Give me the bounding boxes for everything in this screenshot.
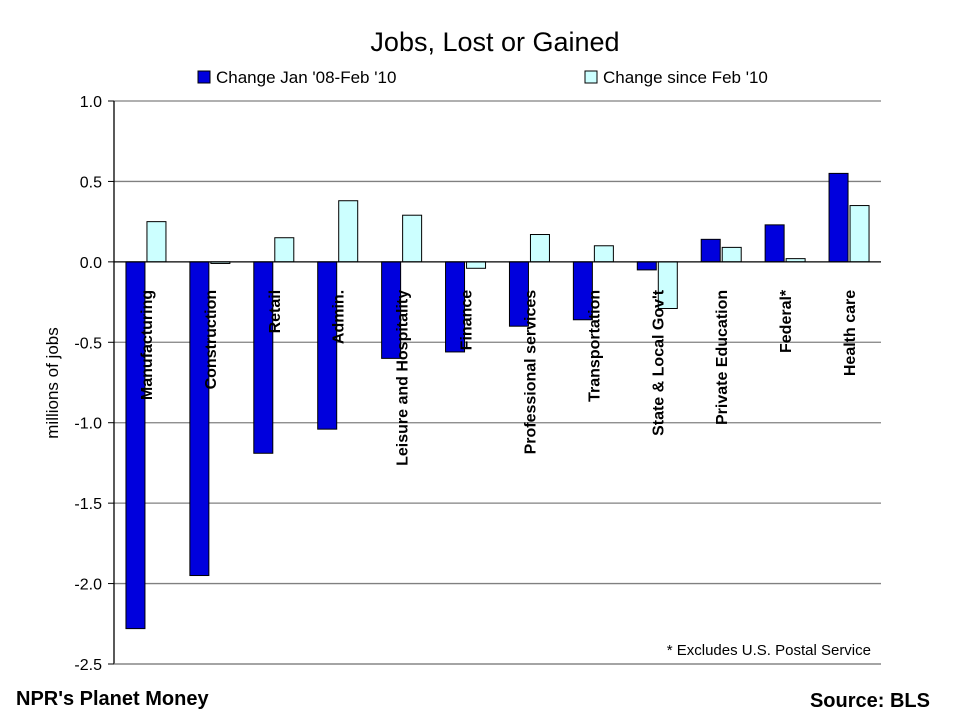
- bar-change-since-2010: [466, 261, 487, 269]
- y-tick-label: 1.0: [80, 94, 102, 111]
- category-label: State & Local Gov't: [650, 289, 667, 436]
- category-label: Admin.: [331, 290, 348, 344]
- bar-change-since-2010: [338, 200, 359, 263]
- category-label: Federal*: [778, 289, 795, 353]
- y-axis-label: millions of jobs: [43, 327, 62, 439]
- legend-label: Change Jan '08-Feb '10: [216, 68, 396, 87]
- category-label: Manufacturing: [139, 290, 156, 400]
- bar-change-2008-2010: [317, 261, 338, 430]
- footer-credit: NPR's Planet Money: [16, 688, 209, 710]
- bar-change-since-2010: [593, 245, 614, 263]
- category-label: Professional services: [522, 290, 539, 455]
- bar-change-2008-2010: [764, 224, 785, 263]
- legend-swatch: [584, 70, 598, 84]
- category-label: Private Education: [714, 290, 731, 425]
- category-label: Construction: [203, 290, 220, 390]
- bar-change-since-2010: [529, 234, 550, 263]
- category-label: Health care: [842, 290, 859, 376]
- legend-swatch: [197, 70, 211, 84]
- bar-change-since-2010: [849, 205, 870, 263]
- y-tick-label: -1.5: [74, 496, 102, 513]
- y-tick-label: 0.5: [80, 174, 102, 191]
- bar-change-since-2010: [274, 237, 295, 263]
- category-label: Transportation: [586, 290, 603, 402]
- legend-label: Change since Feb '10: [603, 68, 768, 87]
- y-tick-label: -2.5: [74, 657, 102, 674]
- footnote-annotation: * Excludes U.S. Postal Service: [667, 642, 871, 659]
- category-labels: Manufacturing Construction Retail Admin. Lei…: [139, 289, 859, 466]
- y-tick-label: -2.0: [74, 577, 102, 594]
- chart-legend: Change Jan '08-Feb '10 Change since Feb '…: [197, 68, 768, 87]
- y-tick-label: -0.5: [74, 335, 102, 352]
- grid-lines: [114, 100, 881, 665]
- axes: 1.0 0.5 0.0 -0.5 -1.0 -1.5 -2.0 -2.5: [74, 94, 881, 674]
- category-label: Leisure and Hospitality: [395, 290, 412, 466]
- bar-change-2008-2010: [828, 172, 849, 263]
- bar-change-since-2010: [721, 246, 742, 263]
- chart-title: Jobs, Lost or Gained: [370, 27, 619, 57]
- y-tick-label: 0.0: [80, 255, 102, 272]
- footer-source: Source: BLS: [809, 690, 930, 712]
- bar-change-2008-2010: [700, 238, 721, 263]
- y-tick-label: -1.0: [74, 416, 102, 433]
- bar-change-since-2010: [146, 221, 167, 263]
- category-label: Finance: [459, 290, 476, 351]
- bar-change-since-2010: [402, 214, 423, 263]
- bars: [125, 172, 870, 630]
- category-label: Retail: [267, 290, 284, 334]
- bar-change-2008-2010: [636, 261, 657, 271]
